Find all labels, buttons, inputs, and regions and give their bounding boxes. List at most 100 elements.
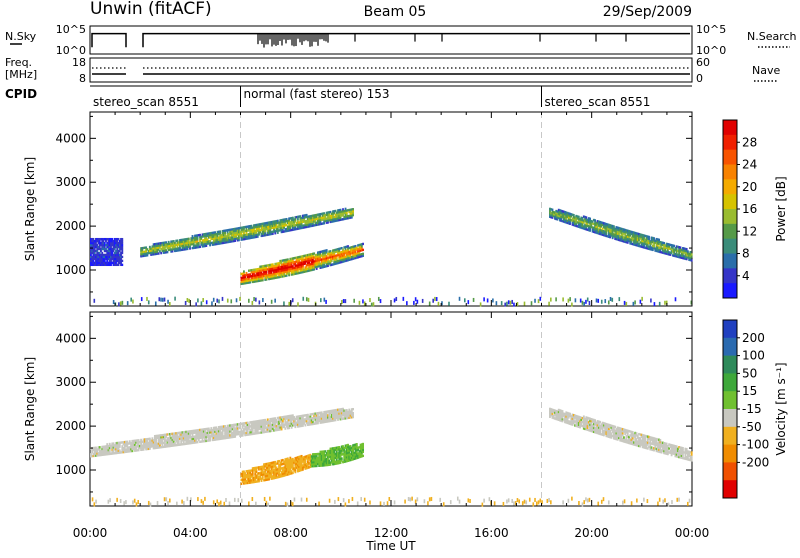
echo-cell	[571, 303, 573, 307]
echo-cell	[113, 300, 115, 304]
echo-cell	[222, 297, 224, 301]
echo-cell	[198, 242, 200, 244]
echo-cell	[550, 298, 552, 302]
y-tick-label: 3000	[55, 175, 86, 189]
freq-unit: [MHz]	[5, 68, 37, 81]
echo-cell	[436, 297, 438, 301]
colorbar-tick-label: 20	[742, 180, 757, 194]
echo-cell	[274, 299, 276, 303]
echo-cell	[594, 219, 596, 221]
echo-cell	[663, 242, 665, 244]
nave-tick-top: 60	[696, 56, 710, 69]
echo-cell	[216, 299, 218, 303]
echo-cell	[185, 301, 187, 305]
echo-cell	[413, 301, 415, 305]
echo-cell	[206, 300, 208, 304]
echo-cell	[132, 300, 134, 304]
echo-cell	[659, 302, 661, 306]
echo-cell	[686, 248, 688, 250]
echo-cell	[619, 297, 621, 301]
echo-cell	[343, 299, 345, 303]
y-tick-label: 2000	[55, 219, 86, 233]
echo-cell	[359, 301, 361, 305]
echo-cell	[241, 483, 243, 485]
colorbar-swatch	[723, 239, 737, 254]
echo-cell	[524, 302, 526, 306]
echo-cell	[195, 302, 197, 306]
colorbar-swatch	[723, 120, 737, 135]
echo-cell	[582, 301, 584, 305]
echo-cell	[120, 301, 122, 305]
colorbar-title: Power [dB]	[774, 176, 788, 241]
echo-cell	[130, 298, 132, 302]
echo-cell	[406, 301, 408, 305]
echo-cell	[539, 297, 541, 301]
echo-cell	[508, 300, 510, 304]
colorbar-swatch	[723, 135, 737, 150]
echo-cell	[513, 303, 515, 307]
echo-cell	[589, 301, 591, 305]
echo-cell	[552, 209, 554, 211]
echo-cell	[259, 300, 261, 304]
echo-cell	[573, 214, 575, 216]
echo-cell	[158, 297, 160, 301]
echo-cell	[121, 256, 123, 258]
echo-cell	[468, 300, 470, 304]
echo-cell	[288, 302, 290, 306]
echo-cell	[352, 208, 354, 210]
echo-cell	[653, 237, 655, 239]
echo-cell	[121, 260, 123, 262]
y-tick-label: 4000	[55, 131, 86, 145]
echo-cell	[626, 302, 628, 306]
echo-cell	[538, 299, 540, 303]
echo-cell	[548, 302, 550, 306]
echo-cell	[219, 230, 221, 232]
echo-cell	[496, 301, 498, 305]
echo-cell	[504, 303, 506, 307]
nsky-tick-top: 10^5	[56, 23, 86, 36]
echo-cell	[253, 297, 255, 301]
echo-cell	[292, 298, 294, 302]
echo-cell	[167, 251, 169, 253]
cpid-segment-label: stereo_scan 8551	[93, 95, 199, 109]
echo-cell	[292, 472, 294, 474]
colorbar-tick-label: 8	[742, 247, 750, 261]
echo-cell	[362, 249, 364, 251]
echo-cell	[585, 300, 587, 304]
echo-cell	[282, 420, 284, 422]
echo-cell	[188, 238, 190, 240]
echo-cell	[691, 253, 693, 255]
nsky-panel: N.Sky 10^5 10^0 10^5 10^0 N.Search	[5, 23, 797, 57]
echo-cell	[148, 300, 150, 304]
echo-cell	[633, 302, 635, 306]
echo-cell	[320, 298, 322, 302]
echo-cell	[641, 297, 643, 301]
nsearch-label: N.Search	[747, 30, 797, 43]
echo-cell	[345, 299, 347, 303]
echo-cell	[239, 297, 241, 301]
echo-cell	[158, 252, 160, 254]
echo-cell	[604, 299, 606, 303]
echo-cell	[197, 441, 199, 443]
echo-cell	[679, 246, 681, 248]
echo-cell	[324, 298, 326, 302]
echo-cell	[371, 303, 373, 307]
echo-cell	[585, 216, 587, 218]
echo-cell	[691, 259, 693, 261]
echo-cell	[687, 250, 689, 252]
echo-cell	[243, 270, 245, 272]
echo-cell	[394, 298, 396, 302]
echo-cell	[650, 299, 652, 303]
echo-cell	[510, 301, 512, 305]
echo-cell	[417, 300, 419, 304]
echo-cell	[326, 249, 328, 251]
echo-cell	[174, 297, 176, 301]
echo-cell	[501, 301, 503, 305]
echo-cell	[169, 302, 171, 306]
echo-cell	[369, 298, 371, 302]
colorbar-swatch	[723, 268, 737, 283]
echo-cell	[403, 297, 405, 301]
